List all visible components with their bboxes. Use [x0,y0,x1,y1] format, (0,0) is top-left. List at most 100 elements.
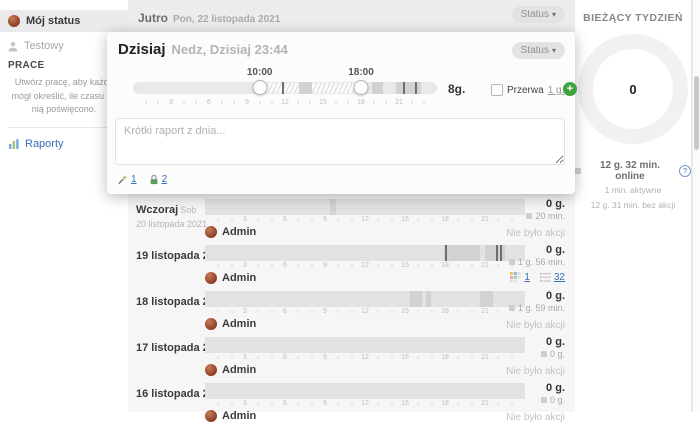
break-duration-link[interactable]: 1 g. [547,84,565,96]
wand-icon [117,174,128,185]
day-ruler: 3 6 9 12 15 18 21 [205,354,525,363]
daily-report-input[interactable] [115,118,565,165]
sidebar-item-raporty[interactable]: Raporty [8,138,64,150]
online-square-icon [540,397,547,403]
lock-icon [149,174,159,185]
today-subtitle: Nedz, Dzisiaj 23:44 [171,42,288,57]
day-hours: 0 g. [546,290,565,302]
today-title: Dzisiaj Nedz, Dzisiaj 23:44 [118,41,288,58]
online-square-icon [508,305,515,311]
wand-counter-value[interactable]: 1 [131,174,137,185]
my-status-avatar [8,15,20,27]
week-donut-value: 0 [629,81,637,97]
day-timeline-bar[interactable] [205,383,525,399]
day-hours: 0 g. [546,244,565,256]
list-icon [539,272,551,283]
info-icon[interactable]: ? [679,165,691,177]
scrollbar-track[interactable] [692,0,700,412]
sidebar-item-testowy[interactable]: Testowy [0,36,128,56]
user-avatar [205,318,217,330]
today-ruler: 3 6 9 12 15 18 21 [133,99,437,109]
day-online: 0 g. [549,349,565,359]
online-square-icon [540,351,547,357]
sidebar: Mój status Testowy PRACE + Utwórz pracę,… [0,0,128,412]
day-abbr: Sob [180,205,197,215]
week-panel-title: BIEŻĄCY TYDZIEŃ [583,12,683,24]
break-label: Przerwa [507,84,544,96]
wand-counter-link[interactable]: 1 [117,174,137,185]
day-title: 16 listopada 2021 [136,388,228,400]
lock-counter-link[interactable]: 2 [149,174,168,185]
today-status-button[interactable]: Status ▾ [511,42,565,59]
today-card: Dzisiaj Nedz, Dzisiaj 23:44 Status ▾ 10:00… [107,32,577,194]
slider-handle-end[interactable] [353,80,369,95]
day-title: 19 listopada 2021 [136,250,228,262]
chevron-down-icon: ▾ [551,46,556,55]
day-ruler: 3 6 9 12 15 18 21 [205,308,525,317]
slider-end-time: 18:00 [348,67,374,78]
day-link-list-icon[interactable]: 32 [539,272,565,283]
day-title: Wczoraj [136,204,179,216]
add-interval-plus-icon[interactable]: + [563,82,577,96]
tomorrow-title: Jutro [138,11,168,25]
scrollbar-thumb[interactable] [694,76,699,150]
day-online: 20 min. [535,211,565,221]
chevron-down-icon: ▾ [551,10,556,19]
day-online: 0 g. [549,395,565,405]
day-title: 18 listopada 2021 [136,296,228,308]
reports-chart-icon [8,138,20,150]
week-active-value: 1 min. aktywne [604,185,662,195]
week-online-value: 12 g. 32 min. online [599,160,661,182]
day-timeline-bar[interactable] [205,199,525,215]
tomorrow-row: Jutro Pon, 22 listopada 2021 Status ▾ [128,0,575,32]
day-hours: 0 g. [546,336,565,348]
day-ruler: 3 6 9 12 15 18 21 [205,216,525,225]
apps-grid-icon [510,272,521,283]
slider-start-time: 10:00 [246,67,273,78]
no-action-note: Nie było akcji [506,366,565,377]
user-name: Admin [222,226,257,238]
person-icon [8,41,18,52]
break-checkbox[interactable] [491,84,503,96]
time-slider-track[interactable]: 10:00 18:00 [133,67,437,95]
day-online: 1 g. 56 min. [517,257,565,267]
sidebar-divider [8,127,120,128]
day-timeline-bar[interactable] [205,245,525,261]
user-avatar [205,272,217,284]
day-timeline-bar[interactable] [205,291,525,307]
user-name: Admin [222,364,257,376]
user-avatar [205,226,217,238]
user-name: Admin [222,318,257,330]
no-action-note: Nie było akcji [506,228,565,239]
day-hours: 0 g. [546,198,565,210]
no-action-note: Nie było akcji [506,320,565,331]
day-timeline-bar[interactable] [205,337,525,353]
day-online: 1 g. 59 min. [517,303,565,313]
day-row: Wczoraj Sob 20 listopada 2021 3 6 9 12 15 18 21… [128,198,575,244]
lock-counter-value[interactable]: 2 [161,174,168,185]
online-square-icon [575,168,581,174]
online-square-icon [526,213,533,219]
week-donut-chart: 0 [578,34,688,144]
day-link-apps-grid-icon[interactable]: 1 [510,272,530,283]
day-title: 17 listopada 2021 [136,342,228,354]
raporty-label: Raporty [25,138,64,150]
user-avatar [205,364,217,376]
testowy-label: Testowy [24,40,64,52]
tomorrow-status-button[interactable]: Status ▾ [511,6,565,23]
online-square-icon [508,259,515,265]
sidebar-item-my-status[interactable]: Mój status [0,10,128,32]
prace-heading: PRACE [8,60,45,71]
day-links: 1 32 [510,272,565,283]
prace-hint-text: Utwórz pracę, aby każdy mógł określić, i… [11,77,117,114]
user-name: Admin [222,272,257,284]
day-ruler: 3 6 9 12 15 18 21 [205,262,525,271]
day-subtitle: 20 listopada 2021 [136,219,208,229]
week-online-line: 12 g. 32 min. online ? [575,160,691,182]
my-status-label: Mój status [26,15,81,27]
slider-handle-start[interactable] [252,80,268,95]
